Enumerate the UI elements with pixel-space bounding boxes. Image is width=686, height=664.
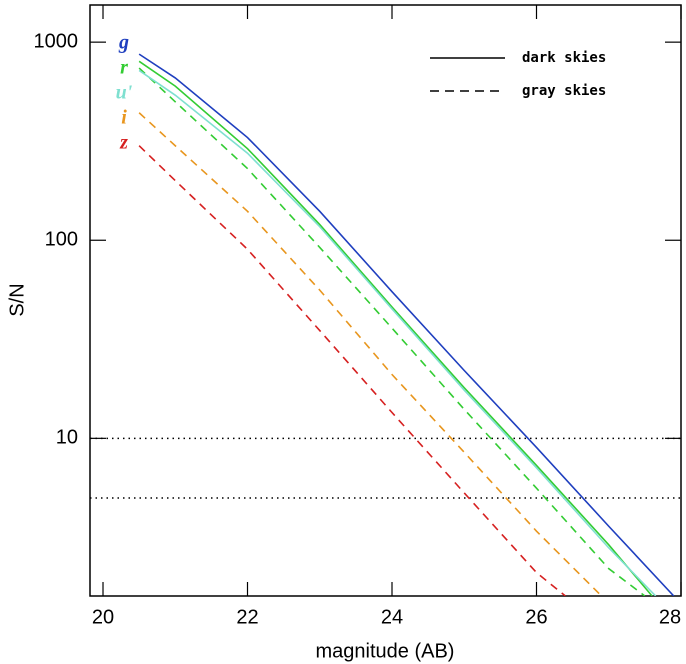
- plot-frame: [89, 4, 682, 597]
- band-label: u': [116, 82, 133, 104]
- x-tick-label: 28: [659, 606, 681, 628]
- x-tick-label: 22: [236, 606, 258, 628]
- y-axis-label: S/N: [6, 283, 28, 316]
- x-axis-label: magnitude (AB): [316, 640, 455, 662]
- series-line: [138, 67, 646, 596]
- legend-label: gray skies: [522, 83, 606, 99]
- series-line: [138, 53, 675, 596]
- x-tick-label: 20: [92, 606, 114, 628]
- series-line: [138, 60, 653, 596]
- y-tick-label: 10: [56, 427, 78, 449]
- band-label: z: [119, 132, 128, 154]
- legend-label: dark skies: [522, 50, 606, 66]
- series-line: [138, 145, 566, 596]
- x-tick-label: 24: [381, 606, 403, 628]
- y-tick-label: 1000: [34, 30, 79, 52]
- y-tick-label: 100: [45, 229, 78, 251]
- series-line: [138, 112, 603, 596]
- band-label: g: [118, 32, 129, 54]
- band-label: r: [120, 57, 128, 79]
- series-line: [138, 69, 657, 596]
- x-tick-label: 26: [525, 606, 547, 628]
- band-label: i: [121, 107, 127, 129]
